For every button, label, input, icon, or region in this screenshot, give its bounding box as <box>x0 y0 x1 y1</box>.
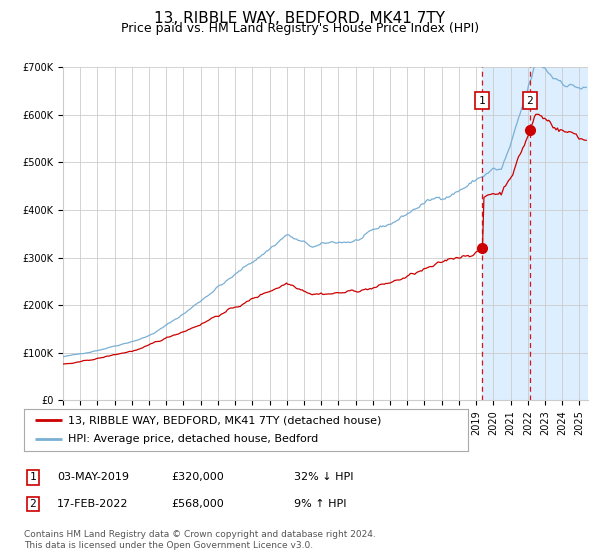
Text: 13, RIBBLE WAY, BEDFORD, MK41 7TY (detached house): 13, RIBBLE WAY, BEDFORD, MK41 7TY (detac… <box>68 415 382 425</box>
Text: 03-MAY-2019: 03-MAY-2019 <box>57 472 129 482</box>
Text: 9% ↑ HPI: 9% ↑ HPI <box>294 499 347 509</box>
Text: HPI: Average price, detached house, Bedford: HPI: Average price, detached house, Bedf… <box>68 435 319 445</box>
Text: 32% ↓ HPI: 32% ↓ HPI <box>294 472 353 482</box>
Text: 2: 2 <box>29 499 37 509</box>
Text: 1: 1 <box>29 472 37 482</box>
Text: 13, RIBBLE WAY, BEDFORD, MK41 7TY: 13, RIBBLE WAY, BEDFORD, MK41 7TY <box>155 11 445 26</box>
Text: £568,000: £568,000 <box>171 499 224 509</box>
Text: £320,000: £320,000 <box>171 472 224 482</box>
Text: 17-FEB-2022: 17-FEB-2022 <box>57 499 128 509</box>
Text: 2: 2 <box>526 96 533 105</box>
Text: Price paid vs. HM Land Registry's House Price Index (HPI): Price paid vs. HM Land Registry's House … <box>121 22 479 35</box>
Text: 1: 1 <box>479 96 485 105</box>
Text: Contains HM Land Registry data © Crown copyright and database right 2024.
This d: Contains HM Land Registry data © Crown c… <box>24 530 376 550</box>
Bar <box>482 67 588 400</box>
